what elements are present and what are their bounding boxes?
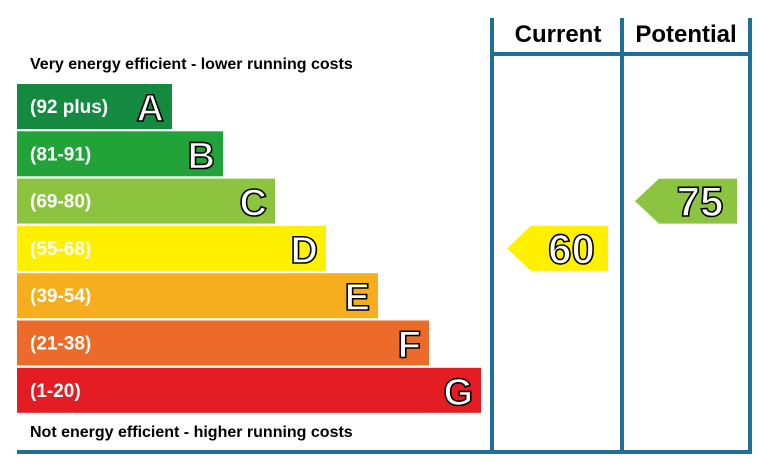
band-letter-label: B (188, 135, 215, 177)
band-letter-label: E (345, 277, 370, 319)
band-range-label: (81-91) (30, 144, 91, 165)
bands-group: (92 plus) A(81-91) B(69-80) C(55-68) D(39-54… (17, 84, 481, 415)
band-letter-label: C (240, 183, 267, 225)
band-letter-label: A (137, 88, 164, 130)
band-range-label: (39-54) (30, 286, 91, 307)
band-bar-c (17, 178, 275, 224)
band-bar-a (17, 84, 172, 129)
band-g: (1-20) G (17, 367, 481, 415)
current-rating-arrow-value: 60 (548, 225, 595, 272)
band-range-label: (69-80) (30, 192, 91, 213)
potential-header: Potential (635, 21, 736, 48)
current-header: Current (515, 21, 602, 48)
band-d: (55-68) D (17, 225, 326, 273)
band-bar-f (17, 320, 429, 366)
rating-frame (17, 18, 752, 454)
band-a: (92 plus) A (17, 84, 172, 131)
band-bar-g (17, 367, 481, 413)
current-rating-arrow-shape (507, 225, 608, 271)
bottom-caption: Not energy efficient - higher running co… (30, 424, 353, 441)
rating-arrows: 60 75 (507, 177, 737, 273)
band-bar-e (17, 273, 378, 319)
top-caption: Very energy efficient - lower running co… (30, 56, 353, 73)
band-bar-b (17, 131, 223, 177)
band-letter-label: G (443, 372, 473, 414)
band-range-label: (55-68) (30, 239, 91, 260)
band-letter-label: F (398, 325, 421, 367)
band-range-label: (1-20) (30, 381, 81, 402)
band-f: (21-38) F (17, 320, 429, 367)
band-range-label: (21-38) (30, 334, 91, 355)
band-bar-d (17, 225, 326, 271)
potential-rating-arrow: 75 (635, 177, 737, 226)
band-e: (39-54) E (17, 273, 378, 320)
band-c: (69-80) C (17, 178, 275, 225)
potential-rating-arrow-shape (635, 178, 737, 224)
potential-rating-arrow-value: 75 (677, 178, 724, 225)
band-range-label: (92 plus) (30, 97, 108, 118)
current-rating-arrow: 60 (507, 225, 608, 273)
band-letter-label: D (291, 230, 318, 272)
band-b: (81-91) B (17, 131, 223, 178)
